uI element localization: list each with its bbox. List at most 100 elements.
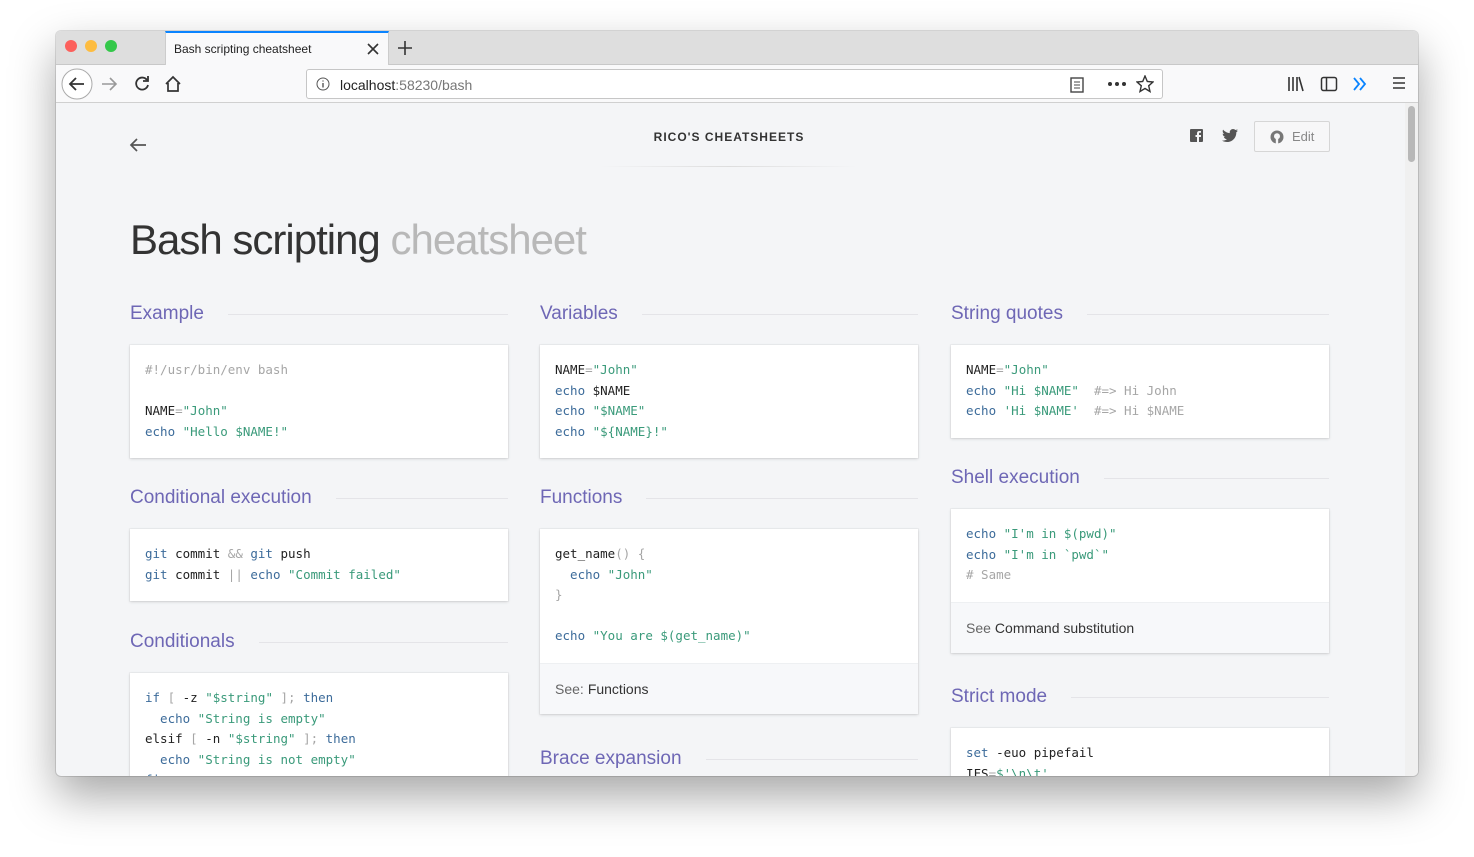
code-token: "Hi $NAME" <box>996 382 1079 398</box>
reload-button[interactable] <box>133 75 151 93</box>
code-token: "$string" <box>227 731 296 747</box>
code-line: echo "${NAME}!" <box>555 422 903 443</box>
code-line: echo "John" <box>555 565 903 586</box>
scrollbar[interactable] <box>1405 103 1418 776</box>
bookmark-star[interactable] <box>1136 75 1154 93</box>
code-token: NAME <box>145 403 176 419</box>
code-token: then <box>318 731 356 747</box>
footer-link[interactable]: Functions <box>587 680 649 697</box>
code-block: get_name() { echo "John"} echo "You are $… <box>540 529 918 663</box>
section: Example #!/usr/bin/env bash NAME="John" ech… <box>130 299 508 459</box>
page-title: Bash scripting cheatsheet <box>130 216 587 264</box>
github-icon <box>1270 130 1284 144</box>
back-button[interactable] <box>61 68 93 100</box>
overflow-menu[interactable] <box>1352 76 1368 92</box>
card-footer: See: Functions <box>540 662 918 714</box>
close-window[interactable] <box>65 40 77 52</box>
new-tab[interactable] <box>397 40 413 56</box>
url-bar[interactable]: localhost:58230/bash <box>306 69 1163 99</box>
forward-button[interactable] <box>100 76 118 92</box>
title-main: Bash scripting <box>130 216 381 263</box>
footer-link[interactable]: Command substitution <box>994 619 1135 636</box>
code-token: "Hello $NAME!" <box>175 423 288 439</box>
code-line: echo "Hi $NAME" #=> Hi John <box>966 381 1314 402</box>
card: echo "I'm in $(pwd)" echo "I'm in `pwd`" #… <box>951 509 1329 653</box>
section: Brace expansion <box>540 744 918 774</box>
code-line: set -euo pipefail <box>966 743 1314 764</box>
card: NAME="John" echo $NAME echo "$NAME" echo "$… <box>540 345 918 459</box>
code-token: commit <box>167 546 228 561</box>
code-line: # Same <box>966 565 1314 586</box>
code-token: if <box>145 690 161 705</box>
section: Functions get_name() { echo "John"} echo "… <box>540 483 918 714</box>
code-block: #!/usr/bin/env bash NAME="John" echo "Hell… <box>130 345 508 458</box>
code-token: -n <box>197 731 228 747</box>
section: Conditional execution git commit && git p… <box>130 483 508 602</box>
code-token: #!/usr/bin/env bash <box>145 362 288 377</box>
code-token: NAME <box>966 362 997 377</box>
code-line: echo "$NAME" <box>555 401 903 422</box>
code-line: NAME="John" <box>966 360 1314 381</box>
section-heading: String quotes <box>951 299 1329 329</box>
code-token: NAME <box>555 362 586 377</box>
code-line: if [ -z "$string" ]; then <box>145 688 493 709</box>
code-token: = <box>585 362 593 377</box>
code-token: "Commit failed" <box>280 566 401 582</box>
tab[interactable]: Bash scripting cheatsheet <box>165 31 389 65</box>
page-actions[interactable] <box>1107 81 1127 87</box>
code-line: echo "You are $(get_name)" <box>555 626 903 647</box>
card-footer: See Command substitution <box>951 601 1329 653</box>
code-token: echo <box>555 382 586 398</box>
info-icon[interactable] <box>316 77 330 91</box>
code-token: git <box>145 546 168 561</box>
code-token: "John" <box>182 403 228 419</box>
card: set -euo pipefail IFS=$'\n\t' <box>951 728 1329 776</box>
facebook-icon[interactable] <box>1190 129 1203 142</box>
code-token: 'Hi $NAME' <box>996 403 1079 419</box>
sidebar[interactable] <box>1320 75 1338 93</box>
code-block: git commit && git push git commit || echo… <box>130 529 508 601</box>
code-line: elsif [ -n "$string" ]; then <box>145 729 493 750</box>
code-line: } <box>555 585 903 606</box>
code-token: # Same <box>966 567 1012 583</box>
maximize-window[interactable] <box>105 40 117 52</box>
code-token: commit <box>167 566 228 582</box>
code-line: git commit || echo "Commit failed" <box>145 565 493 586</box>
scroll-thumb[interactable] <box>1408 106 1415 162</box>
code-token: echo <box>555 566 601 582</box>
back-link[interactable] <box>128 136 148 154</box>
close-tab[interactable] <box>367 43 379 55</box>
code-token: echo <box>966 526 997 541</box>
code-block: NAME="John" echo "Hi $NAME" #=> Hi John ec… <box>951 345 1329 438</box>
minimize-window[interactable] <box>85 40 97 52</box>
edit-button[interactable]: Edit <box>1254 121 1330 152</box>
twitter-icon[interactable] <box>1222 129 1238 142</box>
section: String quotes NAME="John" echo "Hi $NAME" … <box>951 299 1329 438</box>
code-token: get_name <box>555 546 616 561</box>
code-token: () <box>615 546 631 561</box>
code-token: elsif <box>145 731 183 747</box>
brand[interactable]: RICO'S CHEATSHEETS <box>653 130 805 144</box>
code-token: git <box>145 566 168 582</box>
code-line: echo "String is empty" <box>145 709 493 730</box>
url-path: :58230/bash <box>395 77 473 93</box>
reader-view[interactable] <box>1070 77 1084 93</box>
card: get_name() { echo "John"} echo "You are $… <box>540 529 918 714</box>
page-content: RICO'S CHEATSHEETS Edit Bash scripting c… <box>56 103 1405 776</box>
url-text: localhost:58230/bash <box>340 77 472 93</box>
brand-rule <box>600 166 857 167</box>
code-line <box>555 606 903 627</box>
code-token: = <box>175 403 183 419</box>
code-token: ]; <box>295 731 319 747</box>
main-menu[interactable] <box>1392 76 1406 90</box>
code-line: git commit && git push <box>145 544 493 565</box>
section-heading: Conditionals <box>130 627 508 657</box>
code-token: "String is not empty" <box>190 751 356 767</box>
home-button[interactable] <box>164 75 182 93</box>
library[interactable] <box>1287 75 1305 93</box>
code-token: = <box>988 765 997 776</box>
code-line: echo 'Hi $NAME' #=> Hi $NAME <box>966 401 1314 422</box>
code-line: get_name() { <box>555 544 903 565</box>
section-heading: Brace expansion <box>540 744 918 774</box>
